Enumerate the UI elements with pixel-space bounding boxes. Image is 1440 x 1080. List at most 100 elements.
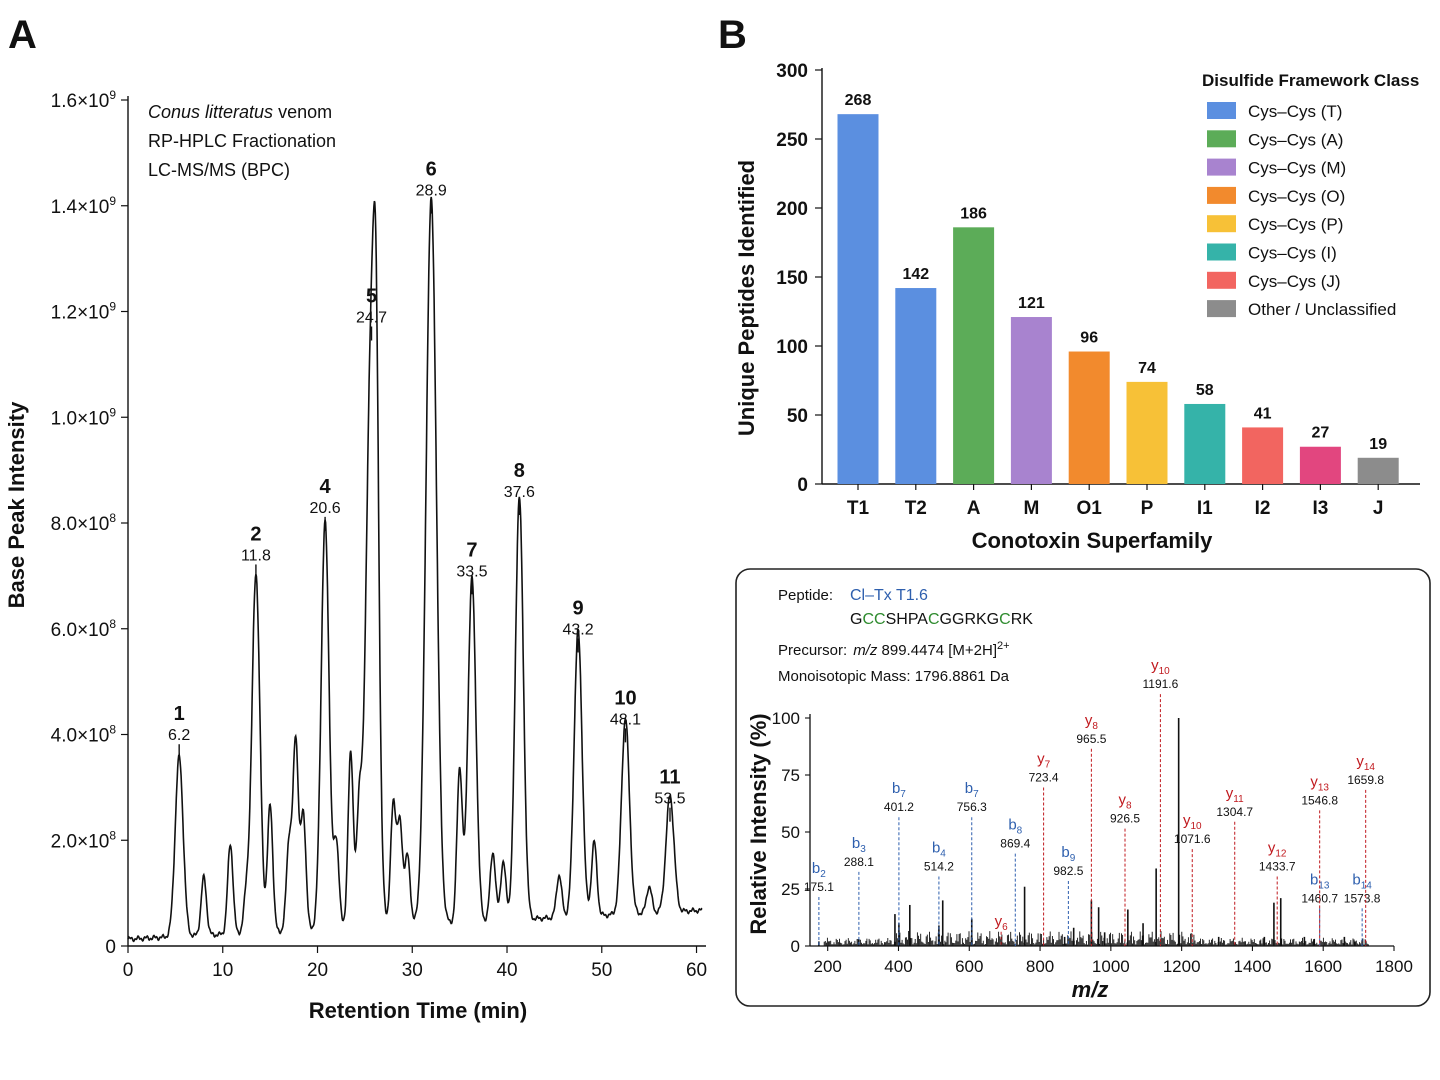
ion-mz-label: 756.3 — [957, 800, 987, 814]
legend-label: Other / Unclassified — [1248, 300, 1396, 319]
chromatogram-x-tick-label: 60 — [686, 960, 707, 981]
ion-label: b9 — [1061, 844, 1075, 864]
chromatogram-y-tick-label: 2.0×108 — [51, 828, 117, 852]
bar — [1242, 427, 1284, 484]
ion-index: 13 — [1318, 880, 1330, 891]
spectrum-y-tick-label: 0 — [791, 937, 800, 956]
legend-label: Cys–Cys (P) — [1248, 215, 1343, 234]
peak-retention-label: 6.2 — [168, 727, 190, 744]
bar-value-label: 58 — [1196, 382, 1214, 399]
ion-type: b — [892, 780, 900, 797]
ion-mz-label: 723.4 — [1029, 771, 1059, 785]
ion-mz-label: 1191.6 — [1142, 677, 1178, 691]
tick-mantissa: 1.4×10 — [51, 197, 110, 218]
ion-index: 6 — [1002, 922, 1008, 933]
spectrum-x-tick-label: 800 — [1026, 957, 1054, 976]
spectrum-ion-labels: b2175.1b3288.1b7401.2b4514.2b7756.3y6b88… — [804, 657, 1384, 946]
peak-retention-label: 33.5 — [456, 563, 487, 580]
tick-mantissa: 6.0×10 — [51, 620, 110, 641]
bar-chart-panel: 0 50 100 150 200 250 300 T1 T2 A M O1 P I1 I2 I3 J 268 14… — [734, 61, 1420, 553]
chromatogram-y-tick-label: 1.2×109 — [51, 300, 117, 324]
ion-label: y8 — [1118, 792, 1132, 812]
tick-mantissa: 1.0×10 — [51, 408, 110, 429]
ion-type: y — [995, 913, 1003, 930]
ion-index: 14 — [1364, 762, 1376, 773]
chromatogram-y-tick-label: 1.6×109 — [51, 88, 117, 112]
bar-chart-y-title: Unique Peptides Identified — [734, 160, 759, 436]
chromatogram-axes: 0 10 20 30 40 50 6002.0×1084.0×1086.0×1088.0×1… — [51, 88, 707, 981]
bar-value-label: 27 — [1312, 425, 1330, 442]
spectrum-noise — [823, 931, 1369, 946]
ion-type: y — [1118, 792, 1126, 809]
ion-type: y — [1310, 773, 1318, 790]
tick-exponent: 8 — [109, 617, 116, 631]
spectrum-y-tick-label: 50 — [781, 823, 800, 842]
chromatogram-x-tick-label: 40 — [496, 960, 517, 981]
peak-number-label: 4 — [320, 476, 332, 498]
species-name: Conus litteratus — [148, 102, 273, 122]
spectrum-peaks — [818, 718, 1369, 946]
ion-mz-label: 1546.8 — [1301, 793, 1338, 807]
legend-swatch — [1207, 130, 1236, 148]
ion-type: b — [1008, 817, 1016, 834]
sequence-residue: R — [964, 611, 976, 628]
ion-mz-label: 514.2 — [924, 859, 954, 873]
panel-a-label: A — [8, 13, 37, 57]
ion-label: y11 — [1226, 785, 1244, 805]
chromatogram-y-tick-label: 1.0×109 — [51, 405, 117, 429]
sequence-residue: C — [928, 611, 940, 628]
bar-chart-y-tick-label: 300 — [776, 61, 808, 82]
chromatogram-y-tick-label: 4.0×108 — [51, 723, 117, 747]
spectrum-x-tick-label: 1200 — [1163, 957, 1201, 976]
bar-value-label: 142 — [902, 266, 929, 283]
bar-chart-legend: Disulfide Framework Class Cys–Cys (T) Cys… — [1202, 71, 1419, 319]
bar-chart-x-tick-label: T1 — [847, 498, 870, 519]
ion-mz-label: 175.1 — [804, 880, 834, 894]
peak-retention-label: 20.6 — [310, 500, 341, 517]
bar-chart-axes: 0 50 100 150 200 250 300 T1 T2 A M O1 P I1 I2 I3 J — [776, 61, 1420, 519]
ion-label: b13 — [1310, 871, 1330, 891]
tick-exponent: 8 — [109, 828, 116, 842]
tick-exponent: 9 — [109, 194, 116, 208]
bar — [837, 114, 879, 484]
bar-value-label: 74 — [1138, 360, 1156, 377]
bar-chart-x-tick-label: P — [1141, 498, 1154, 519]
ion-label: b7 — [892, 780, 906, 800]
chromatogram-y-tick-label: 0 — [105, 937, 116, 958]
bar-chart-x-title: Conotoxin Superfamily — [972, 528, 1214, 553]
ion-index: 2 — [820, 869, 826, 880]
peak-number-label: 8 — [514, 460, 525, 482]
spectrum-x-tick-label: 1800 — [1375, 957, 1413, 976]
tick-mantissa: 1.6×10 — [51, 91, 110, 112]
peak-retention-label: 53.5 — [654, 791, 685, 808]
ion-type: y — [1183, 812, 1191, 829]
ion-mz-label: 1433.7 — [1259, 859, 1296, 873]
bar — [1126, 381, 1168, 484]
chromatogram-y-tick-label: 8.0×108 — [51, 511, 117, 535]
chromatogram-annotation-line3: LC-MS/MS (BPC) — [148, 160, 290, 180]
ion-type: b — [1061, 844, 1069, 861]
bar — [895, 288, 937, 484]
legend-swatch — [1207, 158, 1236, 176]
chromatogram-x-title: Retention Time (min) — [309, 998, 527, 1023]
tick-mantissa: 0 — [105, 937, 116, 958]
chromatogram-x-tick-label: 0 — [123, 960, 134, 981]
peak-retention-label: 48.1 — [610, 711, 641, 728]
spectrum-x-tick-label: 1600 — [1304, 957, 1342, 976]
ion-index: 13 — [1318, 782, 1330, 793]
ion-index: 10 — [1159, 666, 1171, 677]
chromatogram-panel: 0 10 20 30 40 50 6002.0×1084.0×1086.0×1088.0×1… — [4, 88, 707, 1023]
sequence-residue: G — [940, 611, 952, 628]
legend-label: Cys–Cys (M) — [1248, 159, 1346, 178]
ion-type: y — [1151, 657, 1159, 674]
spectrum-y-tick-label: 25 — [781, 880, 800, 899]
peak-number-label: 11 — [659, 767, 680, 789]
tick-mantissa: 8.0×10 — [51, 514, 110, 535]
sequence-residue: C — [874, 611, 886, 628]
ion-index: 7 — [900, 789, 906, 800]
bar-chart-x-tick-label: I2 — [1255, 498, 1271, 519]
spectrum-x-tick-label: 400 — [884, 957, 912, 976]
ion-index: 9 — [1070, 853, 1076, 864]
peptide-name: Cl–Tx T1.6 — [850, 587, 928, 604]
ion-index: 8 — [1126, 801, 1132, 812]
